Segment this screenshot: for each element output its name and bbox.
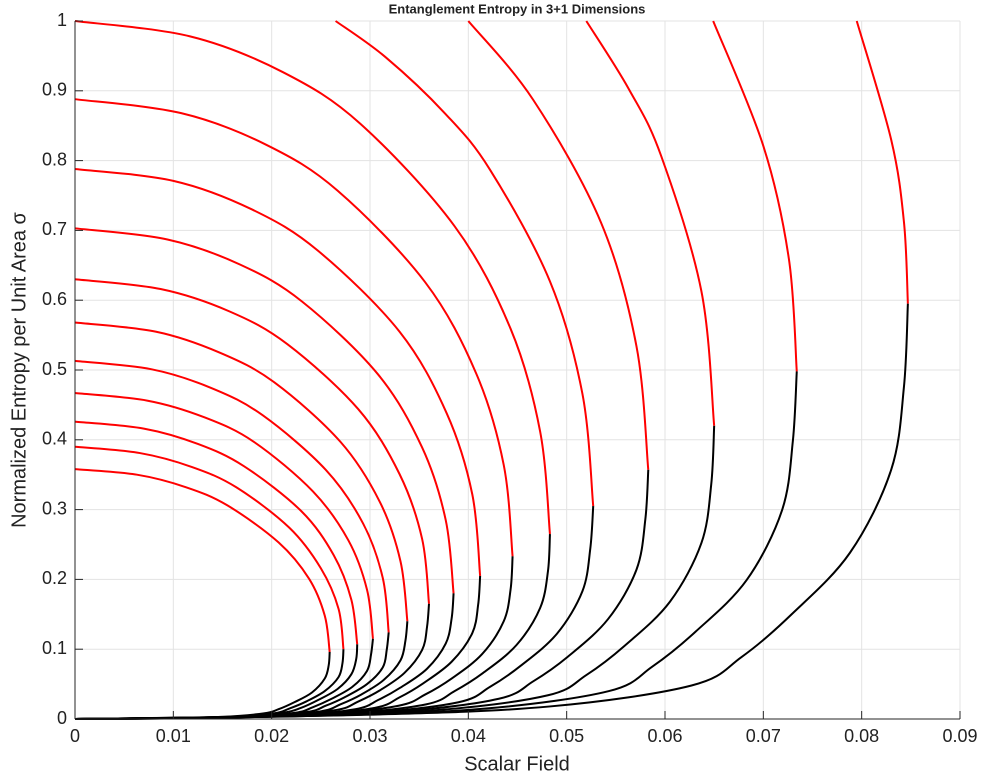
axes: 0 0.01 0.02 0.03 0.04 0.05 0.06 0.07 0.08 0.09 0 0.… bbox=[42, 10, 978, 746]
curve bbox=[74, 303, 909, 720]
curve bbox=[74, 167, 482, 577]
y-tick-label: 0.6 bbox=[42, 289, 67, 309]
curve bbox=[74, 420, 359, 645]
plot-lines bbox=[74, 20, 909, 720]
y-tick-label: 0.8 bbox=[42, 149, 67, 169]
y-tick-label: 0 bbox=[57, 708, 67, 728]
chart-title: Entanglement Entropy in 3+1 Dimensions bbox=[389, 1, 646, 16]
curve bbox=[74, 321, 409, 622]
y-tick-label: 1 bbox=[57, 10, 67, 30]
x-tick-label: 0.08 bbox=[844, 726, 879, 746]
x-tick-label: 0.04 bbox=[451, 726, 486, 746]
curve bbox=[74, 392, 374, 639]
y-axis-label: Normalized Entropy per Unit Area σ bbox=[8, 211, 30, 527]
y-tick-label: 0.1 bbox=[42, 638, 67, 658]
curve bbox=[855, 20, 909, 304]
x-tick-label: 0.03 bbox=[352, 726, 387, 746]
curve bbox=[74, 278, 430, 604]
curve bbox=[74, 445, 345, 650]
x-axis-label: Scalar Field bbox=[464, 753, 570, 775]
curve bbox=[712, 20, 798, 372]
x-tick-label: 0.01 bbox=[156, 726, 191, 746]
y-tick-label: 0.4 bbox=[42, 429, 67, 449]
curve bbox=[467, 20, 650, 470]
x-tick-label: 0 bbox=[70, 726, 80, 746]
y-tick-label: 0.9 bbox=[42, 80, 67, 100]
curve bbox=[74, 20, 551, 535]
curve bbox=[334, 20, 595, 507]
x-tick-label: 0.06 bbox=[647, 726, 682, 746]
x-tick-label: 0.02 bbox=[254, 726, 289, 746]
y-tick-label: 0.5 bbox=[42, 359, 67, 379]
x-tick-label: 0.07 bbox=[746, 726, 781, 746]
y-tick-label: 0.3 bbox=[42, 498, 67, 518]
curve bbox=[74, 359, 390, 633]
y-tick-label: 0.2 bbox=[42, 568, 67, 588]
x-tick-label: 0.09 bbox=[942, 726, 977, 746]
curve bbox=[74, 98, 514, 557]
curve bbox=[74, 468, 331, 653]
curve bbox=[585, 20, 716, 426]
y-tick-label: 0.7 bbox=[42, 219, 67, 239]
x-tick-label: 0.05 bbox=[549, 726, 584, 746]
curve bbox=[74, 227, 455, 594]
